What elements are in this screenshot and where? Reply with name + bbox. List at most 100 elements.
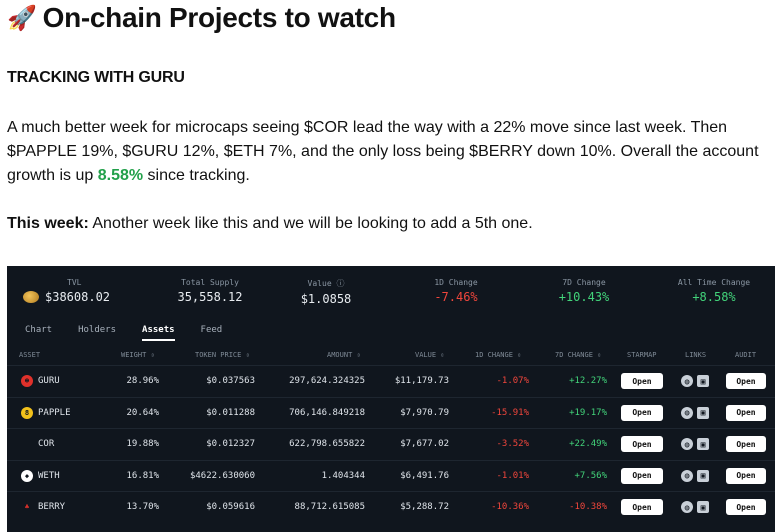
col-value[interactable]: VALUE ⇳ xyxy=(415,351,445,359)
contract-link-icon[interactable]: ▣ xyxy=(697,438,709,450)
rocket-icon: 🚀 xyxy=(7,4,37,32)
papple-icon: 8 xyxy=(21,406,33,419)
stat-1d: 1D Change -7.46% xyxy=(411,278,501,304)
starmap-open-button[interactable]: Open xyxy=(621,436,663,452)
asset-name: GURU xyxy=(38,376,60,386)
assets-table-header: ASSET WEIGHT ⇳ TOKEN PRICE ⇳ AMOUNT ⇳ VA… xyxy=(7,351,775,365)
asset-7d-change: +12.27% xyxy=(569,376,607,386)
audit-open-button[interactable]: Open xyxy=(726,499,766,515)
asset-weight: 16.81% xyxy=(126,470,159,481)
asset-amount: 88,712.615085 xyxy=(294,502,365,512)
asset-price: $4622.630060 xyxy=(189,470,255,481)
col-links: LINKS xyxy=(685,351,707,359)
tab-chart[interactable]: Chart xyxy=(25,325,53,335)
tab-assets[interactable]: Assets xyxy=(142,325,175,341)
growth-highlight: 8.58% xyxy=(97,167,144,184)
col-starmap: STARMAP xyxy=(627,351,657,359)
portfolio-dashboard: TVL $38608.02 Total Supply 35,558.12 Val… xyxy=(7,266,775,532)
stat-1d-value: -7.46% xyxy=(434,290,478,304)
stat-tvl: TVL $38608.02 xyxy=(23,278,133,304)
asset-7d-change: +7.56% xyxy=(574,470,607,481)
asset-1d-change: -3.52% xyxy=(496,439,529,449)
stat-supply-value: 35,558.12 xyxy=(177,290,243,304)
asset-name: PAPPLE xyxy=(38,407,71,418)
audit-open-button[interactable]: Open xyxy=(726,373,766,389)
dashboard-tabs: Chart Holders Assets Feed xyxy=(25,325,222,341)
website-link-icon[interactable]: ◍ xyxy=(681,501,693,513)
weth-icon: ◆ xyxy=(21,469,33,482)
asset-value: $7,970.79 xyxy=(400,407,449,418)
asset-name: WETH xyxy=(38,470,60,481)
tab-feed[interactable]: Feed xyxy=(200,325,223,335)
page-title-text: On-chain Projects to watch xyxy=(42,2,396,33)
asset-1d-change: -15.91% xyxy=(491,407,529,418)
asset-amount: 1.404344 xyxy=(321,470,365,481)
table-row: 8 PAPPLE 20.64% $0.011288 706,146.849218… xyxy=(7,396,775,428)
stat-tvl-value: $38608.02 xyxy=(45,290,111,304)
this-week-text: Another week like this and we will be lo… xyxy=(88,215,533,232)
website-link-icon[interactable]: ◍ xyxy=(681,438,693,450)
asset-7d-change: -10.38% xyxy=(569,502,607,512)
stat-alltime-label: All Time Change xyxy=(677,278,751,287)
starmap-open-button[interactable]: Open xyxy=(621,499,663,515)
stat-tvl-label: TVL xyxy=(67,278,82,287)
this-week-paragraph: This week: Another week like this and we… xyxy=(7,212,533,236)
asset-price: $0.011288 xyxy=(206,407,255,418)
contract-link-icon[interactable]: ▣ xyxy=(697,406,709,419)
coins-icon xyxy=(23,291,39,303)
asset-7d-change: +22.49% xyxy=(569,439,607,449)
asset-name: COR xyxy=(38,439,55,449)
starmap-open-button[interactable]: Open xyxy=(621,467,663,484)
asset-amount: 297,624.324325 xyxy=(289,376,365,386)
contract-link-icon[interactable]: ▣ xyxy=(697,501,709,513)
col-amount[interactable]: AMOUNT ⇳ xyxy=(327,351,361,359)
contract-link-icon[interactable]: ▣ xyxy=(697,469,709,482)
col-7d[interactable]: 7D CHANGE ⇳ xyxy=(555,351,602,359)
stat-supply: Total Supply 35,558.12 xyxy=(155,278,265,304)
asset-weight: 13.70% xyxy=(126,502,159,512)
asset-amount: 706,146.849218 xyxy=(289,407,365,418)
stat-7d-label: 7D Change xyxy=(562,278,606,287)
asset-weight: 19.88% xyxy=(126,439,159,449)
tab-holders[interactable]: Holders xyxy=(78,325,117,335)
summary-text: A much better week for microcaps seeing … xyxy=(7,119,759,184)
table-row: ◆ WETH 16.81% $4622.630060 1.404344 $6,4… xyxy=(7,459,775,491)
stat-supply-label: Total Supply xyxy=(181,278,239,287)
berry-icon: ♣ xyxy=(24,503,30,511)
col-price[interactable]: TOKEN PRICE ⇳ xyxy=(195,351,250,359)
asset-name: BERRY xyxy=(38,502,66,512)
col-1d[interactable]: 1D CHANGE ⇳ xyxy=(475,351,522,359)
table-row: ☻ GURU 28.96% $0.037563 297,624.324325 $… xyxy=(7,365,775,396)
contract-link-icon[interactable]: ▣ xyxy=(697,375,709,387)
website-link-icon[interactable]: ◍ xyxy=(681,375,693,387)
page-title: 🚀 On-chain Projects to watch xyxy=(7,2,396,34)
col-weight[interactable]: WEIGHT ⇳ xyxy=(121,351,155,359)
stat-alltime: All Time Change +8.58% xyxy=(669,278,759,304)
website-link-icon[interactable]: ◍ xyxy=(681,406,693,419)
audit-open-button[interactable]: Open xyxy=(726,404,766,421)
asset-1d-change: -10.36% xyxy=(491,502,529,512)
table-row: ♣ BERRY 13.70% $0.059616 88,712.615085 $… xyxy=(7,491,775,522)
table-row: COR 19.88% $0.012327 622,798.655822 $7,6… xyxy=(7,428,775,459)
starmap-open-button[interactable]: Open xyxy=(621,404,663,421)
asset-1d-change: -1.01% xyxy=(496,470,529,481)
guru-icon: ☻ xyxy=(21,375,33,387)
asset-price: $0.037563 xyxy=(206,376,255,386)
asset-value: $6,491.76 xyxy=(400,470,449,481)
asset-value: $5,288.72 xyxy=(400,502,449,512)
cor-icon xyxy=(21,438,33,450)
stat-value-value: $1.0858 xyxy=(300,292,352,306)
starmap-open-button[interactable]: Open xyxy=(621,373,663,389)
subheading: TRACKING WITH GURU xyxy=(7,69,185,86)
summary-tail: since tracking. xyxy=(143,167,250,184)
stat-value: Value ⓘ $1.0858 xyxy=(281,278,371,306)
asset-7d-change: +19.17% xyxy=(569,407,607,418)
col-asset: ASSET xyxy=(19,351,41,359)
stat-value-label: Value ⓘ xyxy=(307,279,345,288)
audit-open-button[interactable]: Open xyxy=(726,436,766,452)
asset-1d-change: -1.07% xyxy=(496,376,529,386)
website-link-icon[interactable]: ◍ xyxy=(681,469,693,482)
stat-7d-value: +10.43% xyxy=(558,290,610,304)
summary-paragraph: A much better week for microcaps seeing … xyxy=(7,116,767,188)
audit-open-button[interactable]: Open xyxy=(726,467,766,484)
